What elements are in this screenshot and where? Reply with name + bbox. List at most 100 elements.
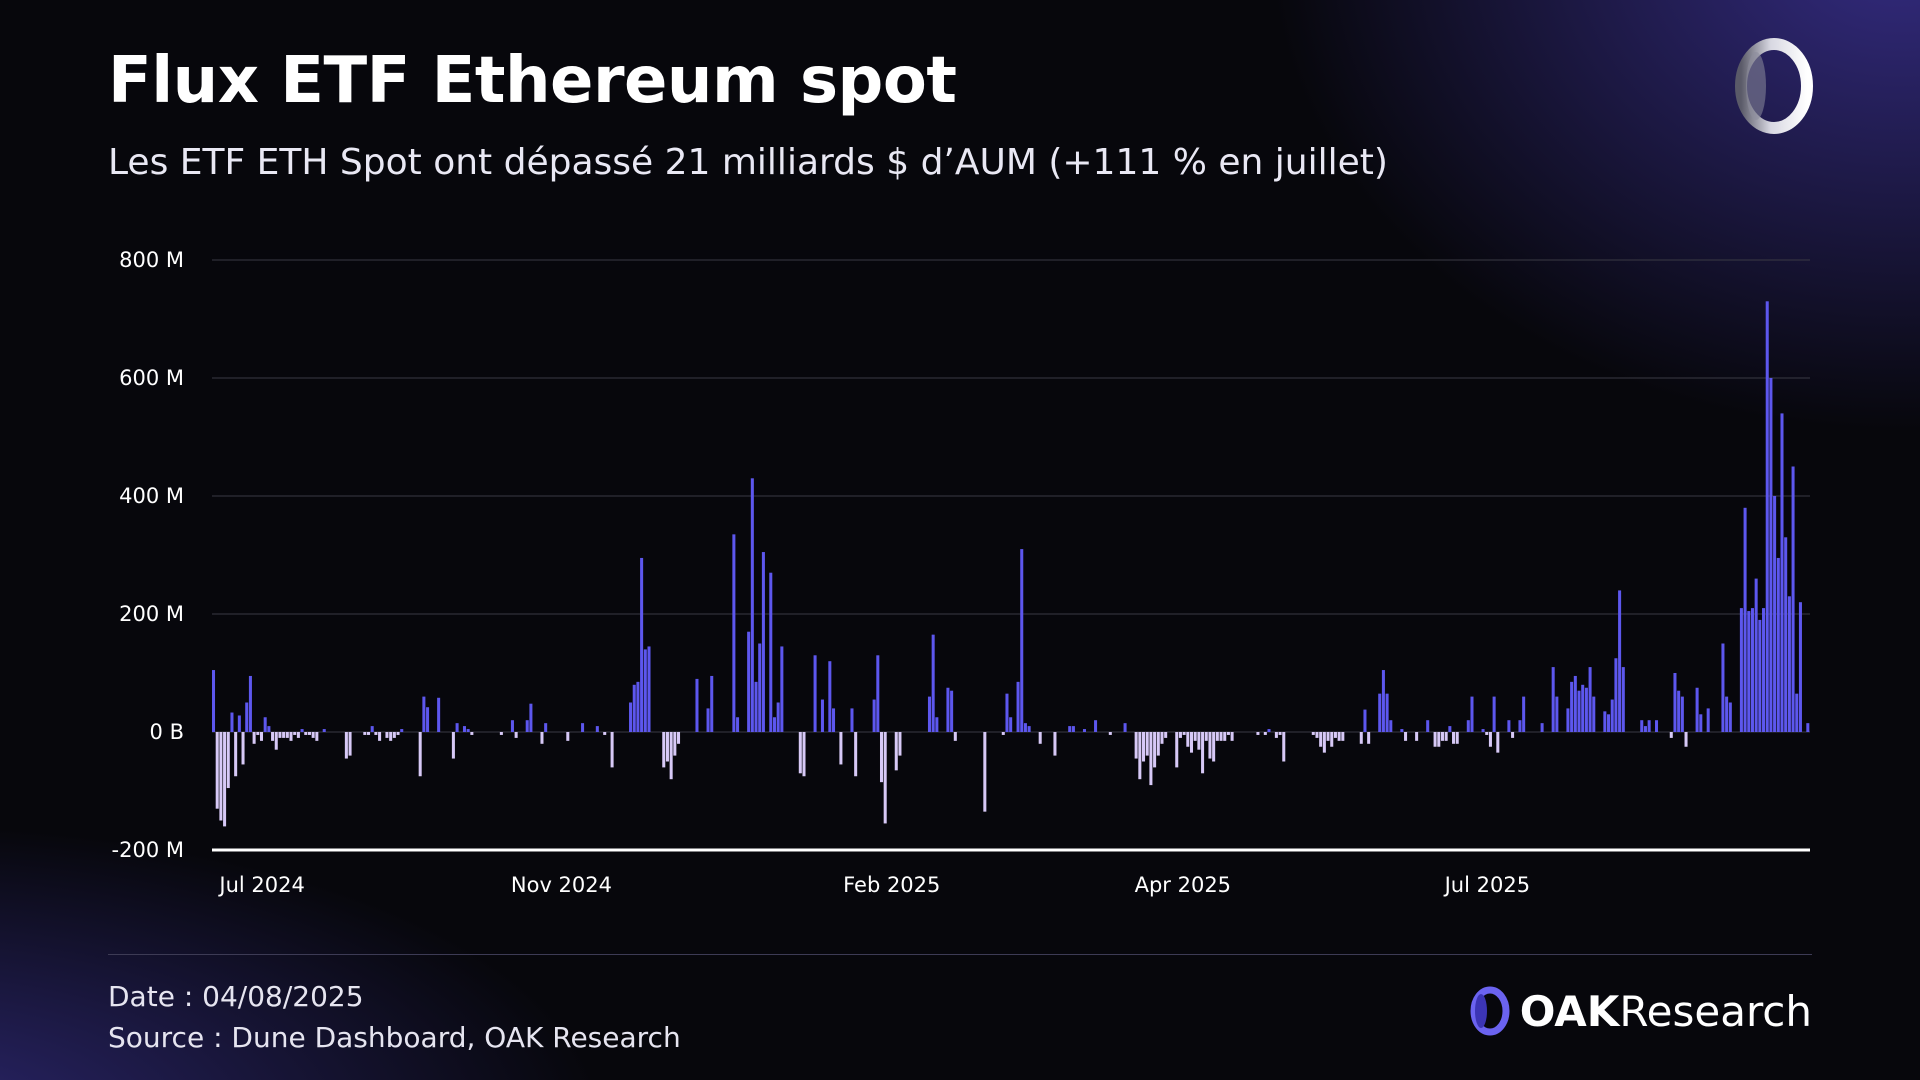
flow-bar bbox=[1212, 732, 1216, 762]
flow-bar bbox=[832, 708, 836, 732]
flow-bar bbox=[315, 732, 319, 741]
flow-bar bbox=[1673, 673, 1677, 732]
flow-bar bbox=[1758, 619, 1762, 732]
flow-bar bbox=[643, 649, 647, 732]
flow-bar bbox=[263, 717, 267, 732]
flow-bar bbox=[1607, 714, 1611, 732]
flow-bar bbox=[883, 732, 887, 824]
flow-bar bbox=[1577, 690, 1581, 732]
flow-bar bbox=[1381, 670, 1385, 732]
flow-bar bbox=[1193, 732, 1197, 741]
flow-bar bbox=[876, 655, 880, 732]
flow-bar bbox=[1415, 732, 1419, 741]
flow-bar bbox=[400, 729, 404, 732]
flow-bar bbox=[802, 732, 806, 777]
flow-bar bbox=[706, 708, 710, 732]
flow-bar bbox=[747, 631, 751, 732]
flow-bar bbox=[1182, 732, 1186, 735]
flow-bar bbox=[1267, 729, 1271, 732]
flow-bar bbox=[1208, 732, 1212, 759]
flow-bar bbox=[1750, 608, 1754, 732]
flow-bar bbox=[1186, 732, 1190, 747]
flow-bar bbox=[1400, 729, 1404, 732]
flow-bar bbox=[1378, 693, 1382, 732]
brand-logo: OAKResearch bbox=[1468, 986, 1812, 1036]
flow-bar bbox=[293, 732, 297, 735]
flow-bar bbox=[1603, 711, 1607, 732]
flow-bar bbox=[1488, 732, 1492, 747]
flow-bar bbox=[1470, 696, 1474, 732]
flow-bar bbox=[396, 732, 400, 735]
flow-bar bbox=[215, 732, 219, 809]
flow-bar bbox=[1027, 726, 1031, 732]
flow-bar bbox=[1721, 643, 1725, 732]
flow-bar bbox=[1001, 732, 1005, 735]
flow-bar bbox=[363, 732, 367, 735]
flow-bar bbox=[544, 723, 548, 732]
flow-bar bbox=[669, 732, 673, 780]
page-title: Flux ETF Ethereum spot bbox=[108, 44, 957, 118]
flow-bar bbox=[1791, 466, 1795, 732]
flow-bar bbox=[300, 729, 304, 732]
flow-bar bbox=[252, 732, 256, 744]
flow-bar bbox=[894, 732, 898, 771]
flow-bar bbox=[1020, 549, 1024, 732]
y-tick-label: -200 M bbox=[112, 838, 184, 862]
flow-bar bbox=[603, 732, 607, 735]
flow-bar bbox=[772, 717, 776, 732]
flow-bar bbox=[1610, 699, 1614, 732]
flow-bar bbox=[1319, 732, 1323, 747]
flow-bar bbox=[732, 534, 736, 732]
flow-bar bbox=[1806, 723, 1810, 732]
flow-bar bbox=[274, 732, 278, 750]
flow-bar bbox=[581, 723, 585, 732]
flow-bar bbox=[1540, 723, 1544, 732]
flow-bar bbox=[1621, 667, 1625, 732]
flow-bar bbox=[1787, 596, 1791, 732]
flow-bar bbox=[348, 732, 352, 756]
flow-bar bbox=[1160, 732, 1164, 744]
page-subtitle: Les ETF ETH Spot ont dépassé 21 milliard… bbox=[108, 142, 1388, 183]
flow-bar bbox=[1156, 732, 1160, 756]
y-tick-label: 400 M bbox=[119, 484, 184, 508]
flow-bar bbox=[758, 643, 762, 732]
flow-bar bbox=[983, 732, 987, 812]
flow-bar bbox=[898, 732, 902, 756]
brand-name-rest: Research bbox=[1619, 986, 1812, 1036]
flow-bar bbox=[1739, 608, 1743, 732]
y-tick-label: 200 M bbox=[119, 602, 184, 626]
flow-bar bbox=[636, 681, 640, 732]
flow-bar bbox=[1728, 702, 1732, 732]
flow-bar bbox=[1518, 720, 1522, 732]
flow-bar bbox=[230, 712, 234, 732]
x-tick-label: Feb 2025 bbox=[843, 873, 940, 897]
flow-bar bbox=[1223, 732, 1227, 741]
flow-bar bbox=[1769, 378, 1773, 732]
brand-name-bold: OAK bbox=[1519, 986, 1620, 1036]
flow-bar bbox=[1204, 732, 1208, 741]
flow-bar bbox=[673, 732, 677, 756]
flow-bar bbox=[710, 675, 714, 732]
y-tick-label: 600 M bbox=[119, 366, 184, 390]
flow-bar bbox=[1134, 732, 1138, 759]
flow-bar bbox=[540, 732, 544, 744]
flow-bar bbox=[296, 732, 300, 738]
flow-bar bbox=[426, 707, 430, 732]
flow-bar bbox=[271, 732, 275, 741]
flow-bar bbox=[839, 732, 843, 765]
flow-bar bbox=[311, 732, 315, 738]
flow-bar bbox=[610, 732, 614, 768]
flow-bar bbox=[1754, 578, 1758, 732]
flow-bar bbox=[248, 675, 252, 732]
flow-bar bbox=[1780, 413, 1784, 732]
flow-bar bbox=[1311, 732, 1315, 735]
flow-bar bbox=[854, 732, 858, 777]
flow-bar bbox=[1263, 732, 1267, 735]
flow-bar bbox=[285, 732, 289, 738]
flow-bar bbox=[1669, 732, 1673, 738]
flow-bar bbox=[1584, 687, 1588, 732]
flow-bar bbox=[1256, 732, 1260, 735]
flow-bar bbox=[1009, 717, 1013, 732]
flow-bar bbox=[1798, 602, 1802, 732]
flow-bar bbox=[1005, 693, 1009, 732]
